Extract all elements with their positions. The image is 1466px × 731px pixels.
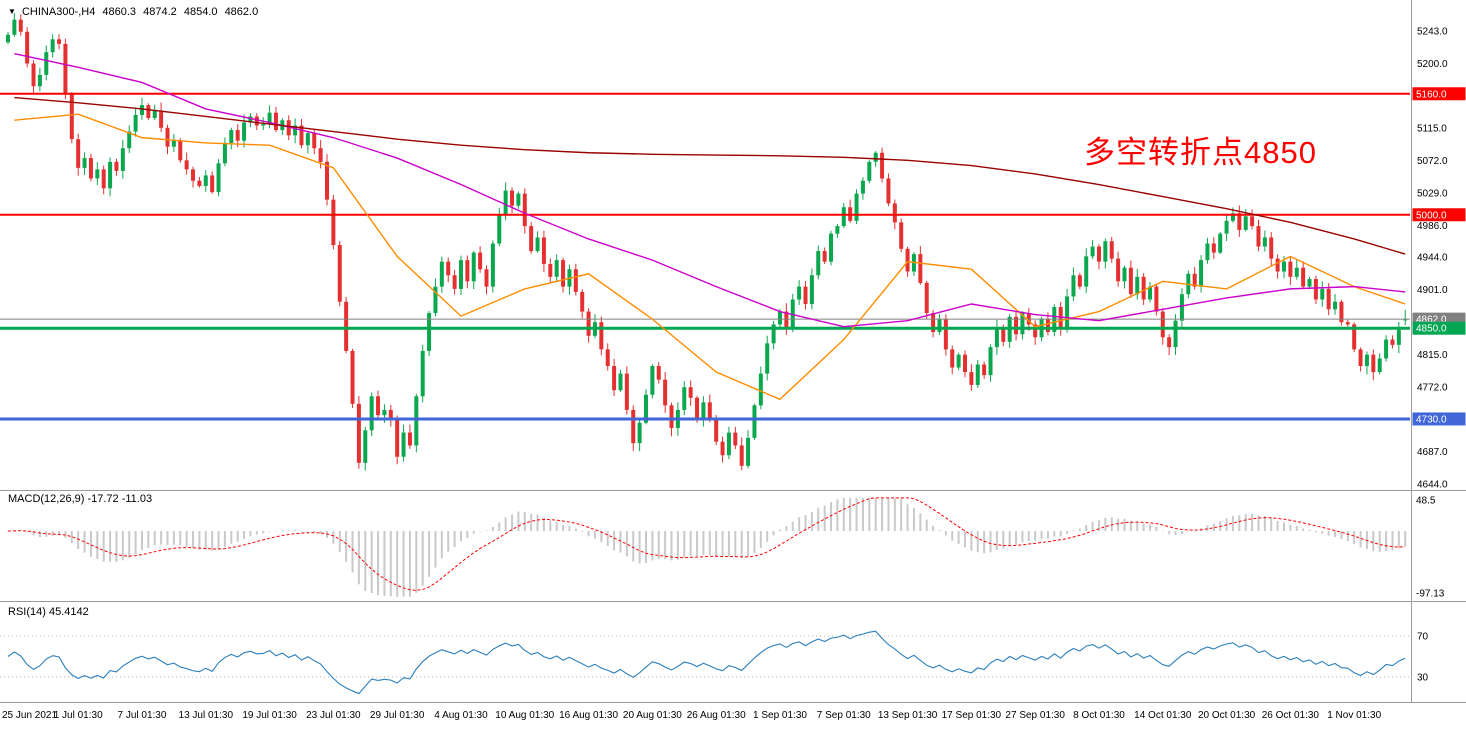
panel-separators [0, 0, 1466, 703]
price-axis: 5243.0 5200.0 5115.0 5072.0 5029.0 4986.0 4944… [1412, 27, 1466, 491]
price-tag [1412, 208, 1466, 222]
time-axis-label: 13 Jul 01:30 [179, 710, 234, 721]
ma-line-mid [14, 53, 1406, 328]
price-tag-label: 4730.0 [1416, 414, 1447, 425]
price-tag-label: 4850.0 [1416, 324, 1447, 335]
price-tick-label: 4772.0 [1417, 383, 1448, 394]
macd-signal-line [7, 497, 1406, 591]
rsi-panel: 70 30 [0, 630, 1429, 695]
time-axis-label: 25 Jun 2021 [2, 710, 57, 721]
time-axis-label: 7 Sep 01:30 [817, 710, 871, 721]
macd-panel: 48.5 -97.13 [7, 496, 1445, 599]
horizontal-levels-group [0, 92, 1410, 421]
time-axis-label: 14 Oct 01:30 [1134, 710, 1192, 721]
symbol-name: CHINA300-,H4 [21, 6, 96, 18]
time-axis-label: 20 Oct 01:30 [1198, 710, 1256, 721]
moving-averages-group [14, 53, 1406, 401]
time-axis-label: 1 Sep 01:30 [753, 710, 807, 721]
price-tick-label: 4944.0 [1417, 253, 1448, 264]
price-tick-label: 5115.0 [1417, 123, 1447, 134]
price-tick-label: 4687.0 [1417, 447, 1448, 458]
rsi-indicator-label: RSI(14) 45.4142 [8, 606, 89, 618]
time-axis-label: 20 Aug 01:30 [623, 710, 682, 721]
ma-line-slow [14, 96, 1406, 255]
time-axis-label: 17 Sep 01:30 [942, 710, 1002, 721]
rsi-axis-label: 70 [1417, 632, 1429, 643]
candles-group[interactable] [6, 13, 1408, 471]
time-axis-label: 27 Sep 01:30 [1005, 710, 1065, 721]
time-axis-label: 13 Sep 01:30 [878, 710, 938, 721]
price-tag-label: 5160.0 [1416, 89, 1447, 100]
time-axis-label: 1 Jul 01:30 [54, 710, 103, 721]
price-tick-label: 5072.0 [1417, 156, 1448, 167]
price-tag [1412, 321, 1466, 335]
collapse-arrow-icon[interactable]: ▼ [8, 7, 16, 16]
time-axis-label: 26 Oct 01:30 [1262, 710, 1320, 721]
bar-high-value: 4874.2 [143, 6, 177, 18]
ma-line-fast [14, 113, 1406, 401]
bar-low-value: 4854.0 [183, 6, 218, 18]
time-axis-label: 7 Jul 01:30 [118, 710, 167, 721]
time-axis-label: 8 Oct 01:30 [1073, 710, 1125, 721]
price-tick-label: 5200.0 [1417, 59, 1448, 70]
price-tag-label: 4862.0 [1416, 315, 1447, 326]
macd-axis-label: 48.5 [1416, 496, 1436, 507]
price-tick-label: 5243.0 [1417, 27, 1448, 38]
price-tick-label: 4815.0 [1417, 350, 1448, 361]
annotation-text: 多空转折点4850 [1084, 135, 1317, 170]
price-tag [1412, 412, 1466, 426]
price-tick-label: 4901.0 [1417, 285, 1448, 296]
macd-axis-label: -97.13 [1416, 588, 1445, 599]
price-tick-label: 4644.0 [1417, 480, 1448, 491]
time-axis-label: 10 Aug 01:30 [495, 710, 554, 721]
symbol-ohlc-label: ▼ CHINA300-,H4 4860.3 4874.2 4854.0 4862… [8, 6, 262, 18]
time-axis-label: 19 Jul 01:30 [242, 710, 297, 721]
bar-open-value: 4860.3 [102, 6, 137, 18]
rsi-line [7, 630, 1406, 695]
time-axis-label: 23 Jul 01:30 [306, 710, 361, 721]
time-axis-label: 29 Jul 01:30 [370, 710, 425, 721]
time-axis-label: 1 Nov 01:30 [1327, 710, 1381, 721]
price-tag [1412, 87, 1466, 101]
time-axis-label: 16 Aug 01:30 [559, 710, 618, 721]
price-tick-label: 5029.0 [1417, 188, 1448, 199]
rsi-axis-label: 30 [1417, 673, 1429, 684]
bar-close-value: 4862.0 [224, 6, 259, 18]
time-axis-label: 4 Aug 01:30 [434, 710, 488, 721]
time-axis-label: 26 Aug 01:30 [687, 710, 746, 721]
price-tick-label: 4986.0 [1417, 221, 1448, 232]
macd-indicator-label: MACD(12,26,9) -17.72 -11.03 [8, 493, 153, 505]
price-tag-label: 5000.0 [1416, 210, 1447, 221]
